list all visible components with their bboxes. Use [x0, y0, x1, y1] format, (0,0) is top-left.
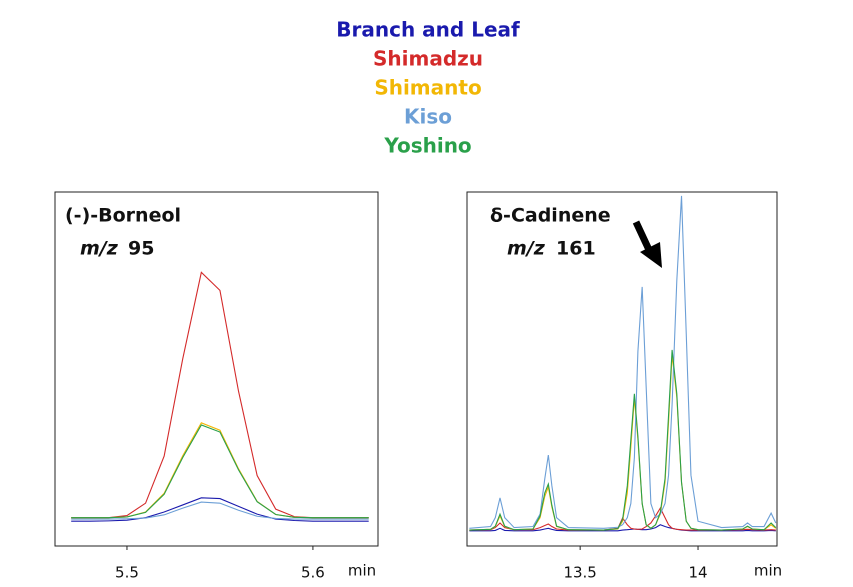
series-line [71, 424, 369, 519]
plot-frame [466, 191, 778, 547]
legend-entry: Shimadzu [373, 47, 483, 71]
x-unit-label: min [348, 562, 376, 580]
legend-entry: Kiso [404, 105, 452, 129]
x-tick-label: 5.6 [301, 564, 325, 582]
plot-lines [469, 195, 777, 532]
x-tick-label: 13.5 [563, 564, 596, 582]
series-line [71, 271, 369, 519]
mz-value: 95 [128, 238, 154, 260]
series-line [469, 349, 777, 531]
series-line [469, 354, 777, 531]
mz-value: 161 [556, 238, 596, 260]
panel-title: (-)-Borneol [65, 205, 181, 227]
mz-label: m/z [80, 238, 119, 260]
series-line [71, 501, 369, 520]
arrow [632, 220, 662, 268]
plot-lines [71, 271, 369, 522]
x-tick-label: 14 [688, 564, 707, 582]
x-tick-label: 5.5 [115, 564, 139, 582]
legend-entry: Branch and Leaf [336, 18, 520, 42]
legend-entry: Shimanto [374, 76, 481, 100]
series-line [469, 195, 777, 529]
mz-label: m/z [507, 238, 546, 260]
legend-entry: Yoshino [383, 134, 471, 158]
panel-title: δ-Cadinene [490, 205, 611, 227]
x-unit-label: min [754, 562, 782, 580]
series-line [71, 497, 369, 522]
plot-frame [54, 191, 379, 547]
